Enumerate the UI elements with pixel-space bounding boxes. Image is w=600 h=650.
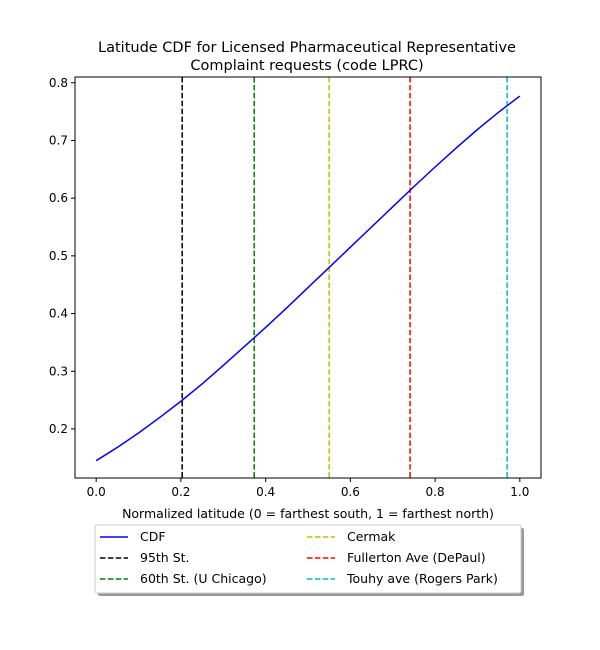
- x-tick-label: 0.0: [87, 485, 106, 499]
- x-tick-label: 0.6: [341, 485, 360, 499]
- legend: CDF 95th St. 60th St. (U Chicago) Cermak Ful…: [94, 524, 524, 596]
- legend-label-60th-st-u-chicago: 60th St. (U Chicago): [140, 571, 267, 586]
- chart-subtitle: Complaint requests (code LPRC): [190, 58, 423, 74]
- x-axis-label: Normalized latitude (0 = farthest south,…: [122, 506, 494, 521]
- y-tick-label: 0.5: [49, 249, 68, 263]
- y-tick-label: 0.2: [49, 422, 68, 436]
- legend-label-cdf: CDF: [140, 529, 166, 544]
- plot-frame: [74, 76, 542, 479]
- x-tick-label: 0.2: [171, 485, 190, 499]
- x-axis: 0.0 0.2 0.4 0.6 0.8 1.0: [87, 478, 529, 499]
- legend-label-touhy-ave-rogers-park: Touhy ave (Rogers Park): [346, 571, 498, 586]
- x-tick-label: 0.8: [426, 485, 445, 499]
- legend-label-95th-st: 95th St.: [140, 550, 190, 565]
- y-tick-label: 0.4: [49, 307, 68, 321]
- series-cdf-line: [95, 95, 521, 462]
- x-tick-label: 0.4: [256, 485, 275, 499]
- x-tick-label: 1.0: [510, 485, 529, 499]
- plot-area: [95, 77, 521, 478]
- y-tick-label: 0.8: [49, 76, 68, 90]
- legend-label-fullerton-ave-depaul: Fullerton Ave (DePaul): [347, 550, 486, 565]
- y-tick-label: 0.3: [49, 364, 68, 378]
- chart-title: Latitude CDF for Licensed Pharmaceutical…: [98, 40, 516, 56]
- legend-label-cermak: Cermak: [347, 529, 396, 544]
- y-axis: 0.2 0.3 0.4 0.5 0.6 0.7 0.8: [49, 76, 75, 436]
- y-tick-label: 0.6: [49, 191, 68, 205]
- y-tick-label: 0.7: [49, 133, 68, 147]
- legend-box: [94, 524, 522, 594]
